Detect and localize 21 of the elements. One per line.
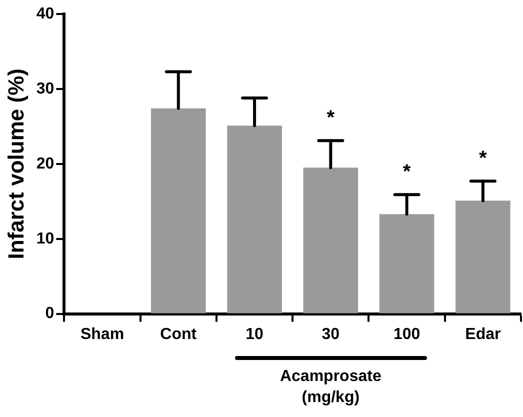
y-tick-label: 10 [36, 230, 54, 248]
annotation: * [326, 107, 335, 130]
x-tick-label: 30 [322, 326, 340, 343]
x-tick-label: Cont [160, 326, 198, 343]
bar [379, 214, 434, 314]
annotation: * [479, 148, 488, 170]
y-tick-label: 0 [45, 305, 54, 322]
y-tick-label: 40 [36, 5, 54, 22]
y-tick-label: 30 [36, 80, 54, 98]
y-axis-title: Infarct volume (%) [3, 68, 28, 260]
x-tick-label: 100 [393, 326, 420, 343]
x-tick-label: Sham [80, 326, 124, 343]
bar [150, 108, 206, 314]
y-tick-label: 20 [36, 155, 54, 172]
bar [456, 200, 510, 314]
x-tick-label: 10 [246, 326, 264, 343]
bar [303, 168, 358, 314]
x-tick-label: Edar [465, 326, 501, 343]
annotation: * [402, 161, 411, 184]
text: Acamprosate (mg/kg) [280, 366, 382, 408]
bar [227, 126, 282, 314]
